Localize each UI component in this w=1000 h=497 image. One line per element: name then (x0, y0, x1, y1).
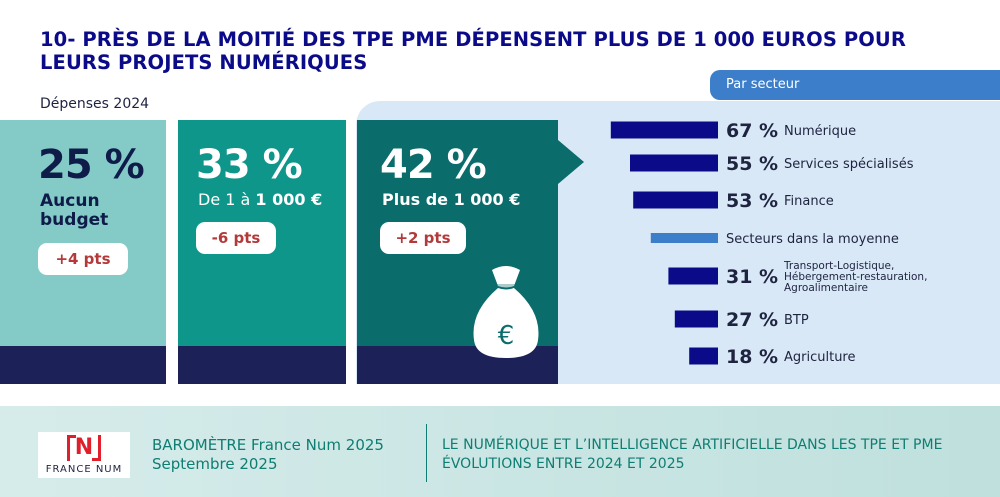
category-band (0, 346, 166, 384)
category-1-to-1000 (178, 120, 346, 384)
value-label-2: 53 % (726, 190, 778, 212)
label-over-1000: Plus de 1 000 € (382, 190, 521, 209)
money-bag-icon: € (473, 266, 539, 358)
category-label-0: Numérique (784, 124, 856, 139)
delta-1-to-1000: -6 pts (196, 222, 276, 254)
label-1-to-1000-prefix: De 1 à (198, 190, 256, 209)
infographic-title: 10- PRÈS DE LA MOITIÉ DES TPE PME DÉPENS… (40, 28, 906, 74)
footer-divider (426, 424, 427, 482)
sector-bar-chart: 67 % Numérique 55 % Services spécialisés 53 … (610, 120, 927, 368)
category-label-1: Services spécialisés (784, 157, 914, 172)
label-1-to-1000-amount: 1 000 € (255, 190, 323, 209)
barometre-block: BAROMÈTRE France Num 2025 Septembre 2025 (152, 436, 384, 474)
category-label-4-0: Transport-Logistique, (783, 260, 894, 272)
barometre-title: BAROMÈTRE France Num 2025 (152, 436, 384, 455)
bar-0 (610, 121, 718, 139)
barometre-prefix: BAROMÈTRE (152, 436, 252, 454)
value-label-6: 18 % (726, 346, 778, 368)
value-label-1: 55 % (726, 153, 778, 175)
footer: N FRANCE NUM BAROMÈTRE France Num 2025 S… (0, 406, 1000, 497)
bar-5 (674, 310, 718, 328)
value-label-4: 31 % (726, 266, 778, 288)
bar-2 (633, 191, 718, 209)
sector-tab: Par secteur (710, 70, 1000, 100)
barometre-name: France Num 2025 (251, 436, 384, 454)
category-label-5: BTP (784, 313, 809, 328)
label-no-budget: Aucun budget (40, 191, 109, 230)
label-1-to-1000: De 1 à 1 000 € (198, 190, 322, 209)
category-label-4-2: Agroalimentaire (784, 282, 868, 294)
category-label-3: Secteurs dans la moyenne (726, 232, 899, 247)
pct-no-budget: 25 % (38, 142, 145, 188)
bar-1 (630, 154, 718, 172)
delta-over-1000: +2 pts (380, 222, 466, 254)
pointer-arrow (558, 140, 584, 184)
bar-4 (668, 267, 718, 285)
pct-over-1000: 42 % (380, 142, 487, 188)
pct-1-to-1000: 33 % (196, 142, 303, 188)
value-label-0: 67 % (726, 120, 778, 142)
category-band (178, 346, 346, 384)
euro-symbol: € (498, 321, 515, 351)
report-heading-line1: LE NUMÉRIQUE ET L’INTELLIGENCE ARTIFICIE… (442, 437, 943, 453)
bar-6 (689, 347, 718, 365)
category-label-2: Finance (784, 194, 834, 209)
report-heading-line2: ÉVOLUTIONS ENTRE 2024 ET 2025 (442, 456, 685, 472)
logo-text: FRANCE NUM (45, 464, 123, 475)
value-label-5: 27 % (726, 309, 778, 331)
logo-n-mark: N (67, 435, 101, 461)
bar-3 (650, 233, 718, 243)
barometre-date: Septembre 2025 (152, 455, 278, 473)
report-heading: LE NUMÉRIQUE ET L’INTELLIGENCE ARTIFICIE… (442, 436, 942, 474)
subtitle-depenses: Dépenses 2024 (40, 96, 150, 112)
category-label-6: Agriculture (784, 350, 856, 365)
delta-no-budget: +4 pts (38, 243, 128, 275)
category-label-4-1: Hébergement-restauration, (784, 271, 927, 283)
france-num-logo: N FRANCE NUM (38, 432, 130, 478)
